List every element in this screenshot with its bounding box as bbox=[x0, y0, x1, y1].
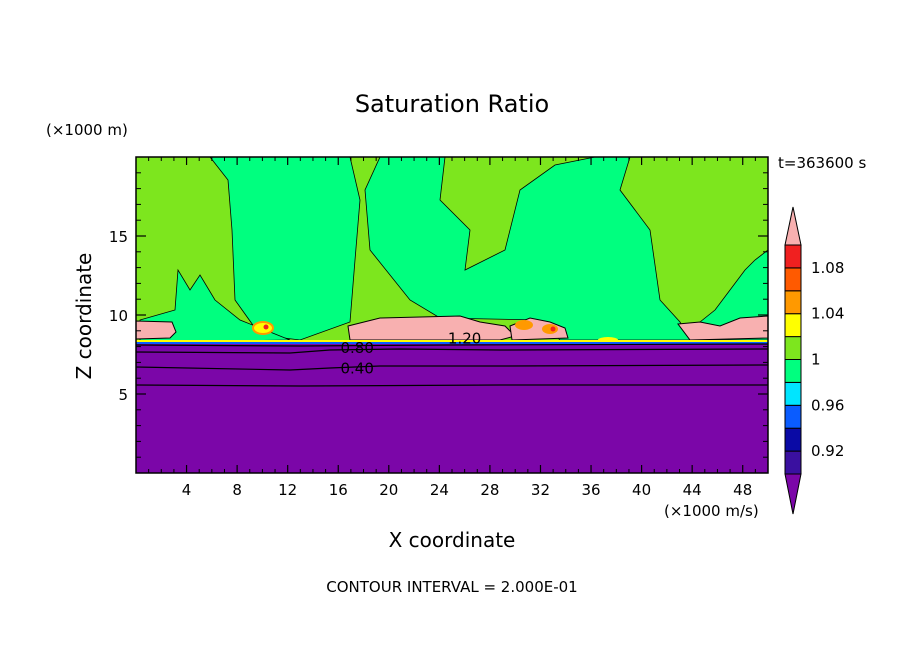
contour-label: 0.80 bbox=[340, 339, 373, 357]
time-label: t=363600 s bbox=[778, 154, 866, 172]
hotspot-1 bbox=[252, 321, 274, 335]
colorbar-tick-label: 0.96 bbox=[811, 396, 844, 414]
x-tick-label: 32 bbox=[531, 481, 550, 499]
colorbar-swatch bbox=[784, 267, 802, 292]
x-tick-label: 16 bbox=[329, 481, 348, 499]
x-tick-label: 20 bbox=[379, 481, 398, 499]
x-axis-ticks: 4 8 12 16 20 24 28 32 36 40 44 48 bbox=[148, 157, 756, 499]
chart-title: Saturation Ratio bbox=[355, 90, 549, 118]
hotspot-2 bbox=[515, 320, 533, 330]
x-tick-label: 24 bbox=[430, 481, 449, 499]
colorbar-swatch bbox=[784, 427, 802, 452]
colorbar-swatch bbox=[784, 313, 802, 338]
colorbar-swatch bbox=[784, 450, 802, 475]
y-units-label: (×1000 m) bbox=[46, 121, 128, 139]
colorbar-swatch bbox=[784, 404, 802, 429]
band-yellow bbox=[136, 340, 768, 342]
contour-field bbox=[136, 157, 768, 473]
x-units-label: (×1000 m/s) bbox=[664, 502, 759, 520]
colorbar-swatch bbox=[784, 359, 802, 383]
x-axis-label: X coordinate bbox=[389, 528, 516, 552]
region-cloud-left bbox=[136, 320, 177, 340]
x-tick-label: 8 bbox=[232, 481, 242, 499]
y-axis-ticks: 5 10 15 bbox=[109, 172, 768, 458]
contour-interval-footer: CONTOUR INTERVAL = 2.000E-01 bbox=[326, 578, 577, 596]
x-tick-label: 48 bbox=[733, 481, 752, 499]
region-lower-purple bbox=[136, 344, 768, 473]
x-tick-label: 36 bbox=[581, 481, 600, 499]
colorbar-swatch bbox=[784, 336, 802, 361]
hotspot-3 bbox=[542, 324, 558, 334]
colorbar-upper-arrow bbox=[784, 206, 802, 246]
colorbar-tick-label: 1 bbox=[811, 351, 821, 369]
region-plume-2 bbox=[364, 157, 691, 341]
x-tick-label: 4 bbox=[182, 481, 192, 499]
colorbar-swatch bbox=[784, 244, 802, 269]
colorbar-swatch bbox=[784, 290, 802, 315]
contour-line-0.80 bbox=[136, 348, 768, 354]
colorbar-lower-arrow bbox=[784, 473, 802, 515]
x-tick-label: 44 bbox=[683, 481, 702, 499]
contour-label: 0.40 bbox=[340, 360, 373, 378]
contour-label: 1.20 bbox=[448, 330, 481, 348]
y-tick-label: 5 bbox=[118, 386, 128, 404]
x-tick-label: 40 bbox=[632, 481, 651, 499]
x-tick-label: 12 bbox=[278, 481, 297, 499]
x-tick-label: 28 bbox=[480, 481, 499, 499]
colorbar-tick-label: 1.08 bbox=[811, 259, 844, 277]
y-axis-label: Z coordinate bbox=[72, 253, 96, 380]
colorbar-tick-label: 1.04 bbox=[811, 305, 844, 323]
y-tick-label: 15 bbox=[109, 228, 128, 246]
y-tick-label: 10 bbox=[109, 307, 128, 325]
hotspot-3-core bbox=[550, 326, 556, 332]
contour-line-top bbox=[136, 343, 768, 347]
colorbar: 0.92 0.96 1 1.04 1.08 bbox=[784, 206, 844, 515]
contour-line-low bbox=[136, 384, 768, 387]
colorbar-swatch bbox=[784, 381, 802, 406]
contour-line-0.40 bbox=[136, 364, 768, 371]
region-cloud-far-right bbox=[677, 315, 768, 341]
colorbar-tick-label: 0.92 bbox=[811, 442, 844, 460]
hotspot-1-core bbox=[263, 324, 269, 330]
band-blue bbox=[136, 342, 768, 344]
contour-labels: 1.20 0.80 0.40 bbox=[340, 330, 481, 378]
